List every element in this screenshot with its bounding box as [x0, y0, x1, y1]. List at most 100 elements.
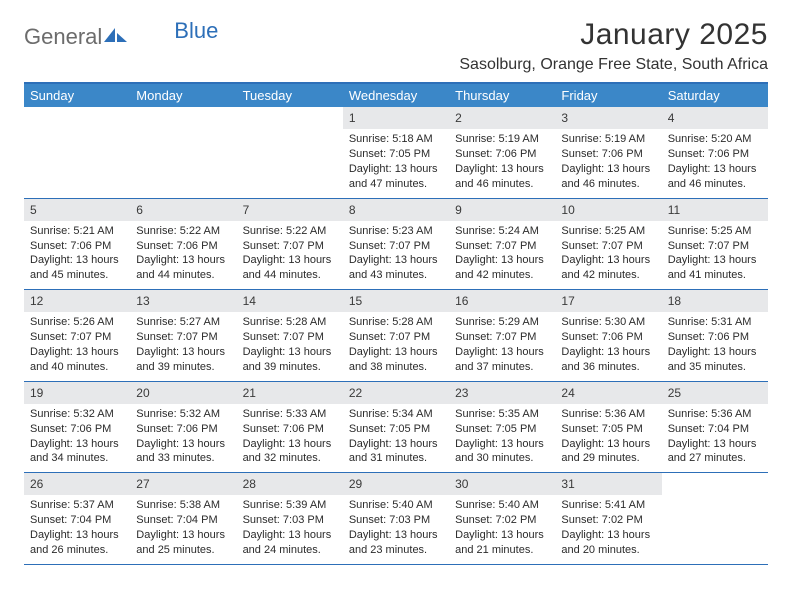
sunrise-text: Sunrise: 5:28 AM [243, 315, 337, 330]
day-cell: 2Sunrise: 5:19 AMSunset: 7:06 PMDaylight… [449, 107, 555, 198]
day-number: 27 [130, 473, 236, 495]
sunrise-text: Sunrise: 5:26 AM [30, 315, 124, 330]
sunrise-text: Sunrise: 5:40 AM [349, 498, 443, 513]
daylight-text: Daylight: 13 hours and 46 minutes. [561, 162, 655, 192]
sunset-text: Sunset: 7:05 PM [349, 422, 443, 437]
day-number: 5 [24, 199, 130, 221]
day-cell: 4Sunrise: 5:20 AMSunset: 7:06 PMDaylight… [662, 107, 768, 198]
dow-header-row: Sunday Monday Tuesday Wednesday Thursday… [24, 84, 768, 107]
day-cell: . [24, 107, 130, 198]
title-block: January 2025 Sasolburg, Orange Free Stat… [459, 18, 768, 74]
day-number: 1 [343, 107, 449, 129]
sunset-text: Sunset: 7:03 PM [243, 513, 337, 528]
day-cell: 22 Sunrise: 5:34 AMSunset: 7:05 PMDayligh… [343, 382, 449, 473]
sunset-text: Sunset: 7:03 PM [349, 513, 443, 528]
day-cell: . [130, 107, 236, 198]
sunset-text: Sunset: 7:06 PM [30, 239, 124, 254]
sunset-text: Sunset: 7:04 PM [136, 513, 230, 528]
day-body: Sunrise: 5:36 AMSunset: 7:05 PMDaylight:… [555, 406, 661, 472]
day-body: Sunrise: 5:27 AMSunset: 7:07 PMDaylight:… [130, 314, 236, 380]
sunrise-text: Sunrise: 5:30 AM [561, 315, 655, 330]
dow-tuesday: Tuesday [237, 84, 343, 107]
week-row: 12Sunrise: 5:26 AMSunset: 7:07 PMDayligh… [24, 290, 768, 382]
day-body: Sunrise: 5:31 AMSunset: 7:06 PMDaylight:… [662, 314, 768, 380]
day-number: 20 [130, 382, 236, 404]
sunset-text: Sunset: 7:06 PM [561, 330, 655, 345]
day-body: Sunrise: 5:35 AMSunset: 7:05 PMDaylight:… [449, 406, 555, 472]
sunset-text: Sunset: 7:07 PM [136, 330, 230, 345]
daylight-text: Daylight: 13 hours and 29 minutes. [561, 437, 655, 467]
daylight-text: Daylight: 13 hours and 44 minutes. [136, 253, 230, 283]
sunset-text: Sunset: 7:04 PM [30, 513, 124, 528]
sunrise-text: Sunrise: 5:27 AM [136, 315, 230, 330]
day-body: Sunrise: 5:25 AMSunset: 7:07 PMDaylight:… [662, 223, 768, 289]
sunset-text: Sunset: 7:07 PM [349, 330, 443, 345]
day-cell: 9Sunrise: 5:24 AMSunset: 7:07 PMDaylight… [449, 199, 555, 290]
daylight-text: Daylight: 13 hours and 45 minutes. [30, 253, 124, 283]
daylight-text: Daylight: 13 hours and 47 minutes. [349, 162, 443, 192]
day-body: Sunrise: 5:19 AMSunset: 7:06 PMDaylight:… [555, 131, 661, 197]
day-cell: 29Sunrise: 5:40 AMSunset: 7:03 PMDayligh… [343, 473, 449, 564]
sunset-text: Sunset: 7:07 PM [243, 239, 337, 254]
sunset-text: Sunset: 7:07 PM [455, 330, 549, 345]
day-body: Sunrise: 5:21 AMSunset: 7:06 PMDaylight:… [24, 223, 130, 289]
sunset-text: Sunset: 7:06 PM [561, 147, 655, 162]
day-cell: 21Sunrise: 5:33 AMSunset: 7:06 PMDayligh… [237, 382, 343, 473]
day-cell: 6Sunrise: 5:22 AMSunset: 7:06 PMDaylight… [130, 199, 236, 290]
day-cell: 24Sunrise: 5:36 AMSunset: 7:05 PMDayligh… [555, 382, 661, 473]
sunset-text: Sunset: 7:04 PM [668, 422, 762, 437]
sunrise-text: Sunrise: 5:29 AM [455, 315, 549, 330]
daylight-text: Daylight: 13 hours and 39 minutes. [136, 345, 230, 375]
sunrise-text: Sunrise: 5:24 AM [455, 224, 549, 239]
day-body: Sunrise: 5:23 AMSunset: 7:07 PMDaylight:… [343, 223, 449, 289]
daylight-text: Daylight: 13 hours and 27 minutes. [668, 437, 762, 467]
sunrise-text: Sunrise: 5:34 AM [349, 407, 443, 422]
day-cell: 30Sunrise: 5:40 AMSunset: 7:02 PMDayligh… [449, 473, 555, 564]
sunset-text: Sunset: 7:07 PM [668, 239, 762, 254]
day-number: 8 [343, 199, 449, 221]
logo-text-a: General [24, 24, 102, 50]
sunset-text: Sunset: 7:06 PM [668, 147, 762, 162]
daylight-text: Daylight: 13 hours and 31 minutes. [349, 437, 443, 467]
day-body: Sunrise: 5:22 AMSunset: 7:06 PMDaylight:… [130, 223, 236, 289]
day-number: 23 [449, 382, 555, 404]
calendar-page: General Blue January 2025 Sasolburg, Ora… [0, 0, 792, 565]
day-number: 7 [237, 199, 343, 221]
location-text: Sasolburg, Orange Free State, South Afri… [459, 56, 768, 74]
day-cell: 26Sunrise: 5:37 AMSunset: 7:04 PMDayligh… [24, 473, 130, 564]
daylight-text: Daylight: 13 hours and 25 minutes. [136, 528, 230, 558]
day-cell: . [237, 107, 343, 198]
day-cell: 10Sunrise: 5:25 AMSunset: 7:07 PMDayligh… [555, 199, 661, 290]
day-cell: 16Sunrise: 5:29 AMSunset: 7:07 PMDayligh… [449, 290, 555, 381]
day-cell: 20Sunrise: 5:32 AMSunset: 7:06 PMDayligh… [130, 382, 236, 473]
sunrise-text: Sunrise: 5:31 AM [668, 315, 762, 330]
dow-friday: Friday [555, 84, 661, 107]
dow-saturday: Saturday [662, 84, 768, 107]
daylight-text: Daylight: 13 hours and 26 minutes. [30, 528, 124, 558]
sunrise-text: Sunrise: 5:21 AM [30, 224, 124, 239]
dow-sunday: Sunday [24, 84, 130, 107]
day-body: Sunrise: 5:22 AMSunset: 7:07 PMDaylight:… [237, 223, 343, 289]
daylight-text: Daylight: 13 hours and 37 minutes. [455, 345, 549, 375]
day-body: Sunrise: 5:26 AMSunset: 7:07 PMDaylight:… [24, 314, 130, 380]
sunrise-text: Sunrise: 5:25 AM [561, 224, 655, 239]
day-body: Sunrise: 5:39 AMSunset: 7:03 PMDaylight:… [237, 497, 343, 563]
sunrise-text: Sunrise: 5:38 AM [136, 498, 230, 513]
page-header: General Blue January 2025 Sasolburg, Ora… [24, 18, 768, 74]
day-number: 24 [555, 382, 661, 404]
sunset-text: Sunset: 7:07 PM [243, 330, 337, 345]
day-number: 11 [662, 199, 768, 221]
day-number: 15 [343, 290, 449, 312]
day-body: Sunrise: 5:33 AMSunset: 7:06 PMDaylight:… [237, 406, 343, 472]
day-cell: 17Sunrise: 5:30 AMSunset: 7:06 PMDayligh… [555, 290, 661, 381]
daylight-text: Daylight: 13 hours and 36 minutes. [561, 345, 655, 375]
day-body: Sunrise: 5:41 AMSunset: 7:02 PMDaylight:… [555, 497, 661, 563]
day-body: Sunrise: 5:29 AMSunset: 7:07 PMDaylight:… [449, 314, 555, 380]
sunset-text: Sunset: 7:06 PM [136, 239, 230, 254]
calendar-grid: Sunday Monday Tuesday Wednesday Thursday… [24, 82, 768, 565]
daylight-text: Daylight: 13 hours and 38 minutes. [349, 345, 443, 375]
day-body: Sunrise: 5:25 AMSunset: 7:07 PMDaylight:… [555, 223, 661, 289]
day-number: 22 [343, 382, 449, 404]
week-row: 19Sunrise: 5:32 AMSunset: 7:06 PMDayligh… [24, 382, 768, 474]
day-cell: 3Sunrise: 5:19 AMSunset: 7:06 PMDaylight… [555, 107, 661, 198]
